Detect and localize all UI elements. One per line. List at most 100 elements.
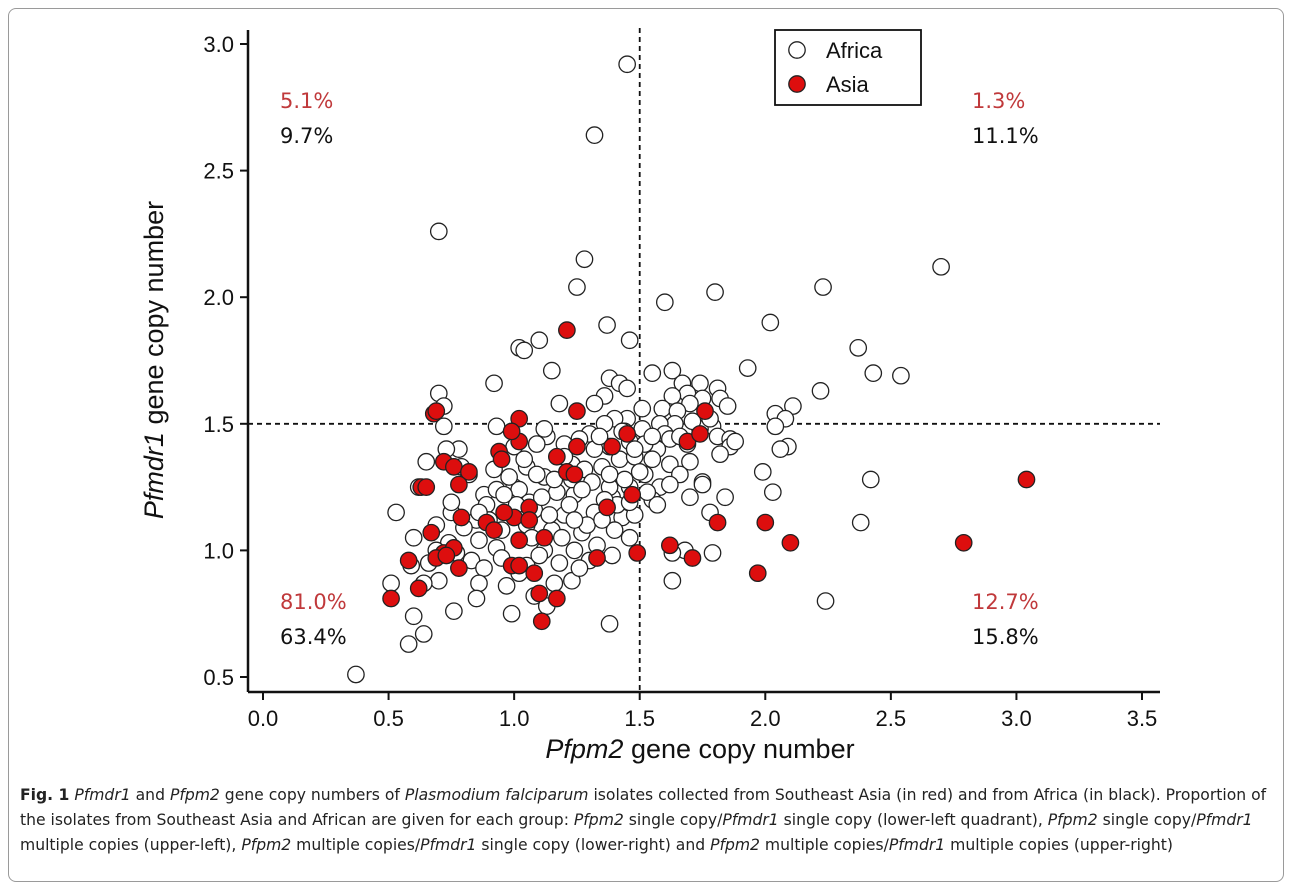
data-point-africa — [475, 559, 493, 577]
x-tick-label: 0.5 — [373, 706, 404, 731]
y-tick-label: 1.5 — [203, 412, 234, 437]
data-point-africa — [590, 427, 609, 446]
data-point-asia — [547, 447, 566, 466]
data-point-africa — [485, 374, 503, 393]
series-africa — [347, 55, 950, 684]
data-point-africa — [495, 485, 513, 504]
data-point-asia — [532, 612, 551, 631]
figure-caption: Fig. 1 Pfmdr1 and Pfpm2 gene copy number… — [20, 786, 1267, 854]
annotation-upper-left-africa: 9.7% — [280, 124, 333, 148]
data-point-africa — [470, 531, 488, 550]
data-point-asia — [568, 437, 586, 456]
data-point-africa — [706, 283, 724, 301]
data-point-africa — [643, 364, 662, 383]
data-point-asia — [954, 533, 973, 552]
data-point-africa — [553, 528, 571, 547]
data-point-africa — [615, 470, 634, 489]
data-point-africa — [661, 475, 679, 494]
data-point-africa — [620, 331, 639, 350]
data-point-africa — [530, 546, 549, 565]
data-point-asia — [691, 425, 709, 443]
annotation-upper-right-asia: 1.3% — [972, 89, 1025, 113]
y-tick-label: 3.0 — [203, 32, 234, 57]
data-point-africa — [414, 625, 433, 643]
data-point-africa — [648, 495, 667, 514]
data-point-africa — [565, 511, 584, 529]
data-point-asia — [547, 589, 566, 608]
data-point-asia — [399, 551, 418, 570]
data-point-asia — [510, 531, 529, 550]
data-point-africa — [570, 559, 589, 577]
legend-marker-africa — [788, 41, 806, 59]
data-point-asia — [708, 513, 727, 532]
data-point-asia — [445, 457, 463, 476]
data-point-africa — [603, 546, 621, 565]
data-point-africa — [515, 341, 534, 360]
data-point-africa — [429, 571, 448, 590]
series-asia — [382, 321, 1036, 631]
data-point-africa — [633, 399, 652, 418]
data-point-asia — [1017, 470, 1036, 489]
data-point-asia — [756, 513, 775, 532]
data-point-africa — [560, 495, 579, 514]
data-point-africa — [445, 602, 463, 621]
legend-label-africa: Africa — [826, 38, 883, 63]
data-point-asia — [437, 546, 456, 565]
x-tick-label: 0.0 — [248, 706, 279, 731]
data-point-africa — [429, 222, 448, 241]
data-point-africa — [892, 366, 910, 385]
data-point-africa — [575, 250, 594, 269]
data-point-africa — [618, 55, 637, 74]
annotation-lower-left-asia: 81.0% — [280, 590, 347, 614]
data-point-africa — [693, 475, 712, 494]
data-point-asia — [495, 503, 513, 522]
data-point-asia — [460, 463, 478, 481]
data-point-africa — [932, 257, 950, 276]
data-point-africa — [814, 278, 832, 296]
y-axis-label: Pfmdr1 gene copy number — [139, 201, 169, 519]
data-point-asia — [598, 498, 616, 517]
data-point-africa — [515, 450, 534, 469]
data-point-asia — [382, 589, 400, 608]
data-point-africa — [565, 541, 584, 560]
data-point-africa — [542, 361, 561, 380]
data-point-africa — [643, 450, 662, 469]
data-point-asia — [422, 523, 441, 542]
data-point-asia — [683, 549, 702, 567]
data-point-africa — [527, 435, 546, 453]
data-point-asia — [502, 422, 521, 441]
data-point-africa — [502, 604, 521, 623]
data-point-africa — [434, 417, 453, 436]
data-point-africa — [681, 488, 699, 507]
data-point-africa — [771, 440, 790, 458]
data-point-africa — [545, 574, 564, 593]
legend-label-asia: Asia — [826, 72, 870, 97]
x-tick-label: 2.5 — [876, 706, 907, 731]
data-point-africa — [849, 338, 868, 357]
data-point-asia — [520, 511, 539, 529]
data-point-asia — [492, 450, 511, 469]
x-tick-label: 3.0 — [1001, 706, 1032, 731]
x-tick-label: 2.0 — [750, 706, 781, 731]
data-point-asia — [781, 533, 800, 552]
data-point-africa — [527, 465, 546, 484]
data-point-africa — [387, 503, 405, 522]
data-point-asia — [485, 521, 503, 539]
data-point-asia — [409, 579, 428, 598]
data-point-africa — [753, 463, 772, 481]
data-point-africa — [738, 359, 757, 377]
data-point-asia — [530, 584, 549, 603]
data-point-africa — [663, 361, 682, 380]
data-point-africa — [404, 607, 423, 626]
data-point-asia — [588, 549, 606, 567]
data-point-africa — [573, 480, 591, 499]
scatter-chart: 0.0 0.5 1.0 1.5 2.0 2.5 3.0 3.5 0.5 1.0 1.5 2.0 2.5 3… — [139, 28, 1160, 764]
data-point-africa — [605, 521, 624, 539]
data-point-africa — [600, 614, 619, 633]
data-point-asia — [661, 536, 679, 555]
data-point-africa — [417, 452, 436, 471]
data-point-africa — [816, 592, 835, 610]
data-point-africa — [861, 470, 880, 489]
data-point-asia — [568, 402, 586, 420]
data-point-africa — [851, 513, 870, 532]
